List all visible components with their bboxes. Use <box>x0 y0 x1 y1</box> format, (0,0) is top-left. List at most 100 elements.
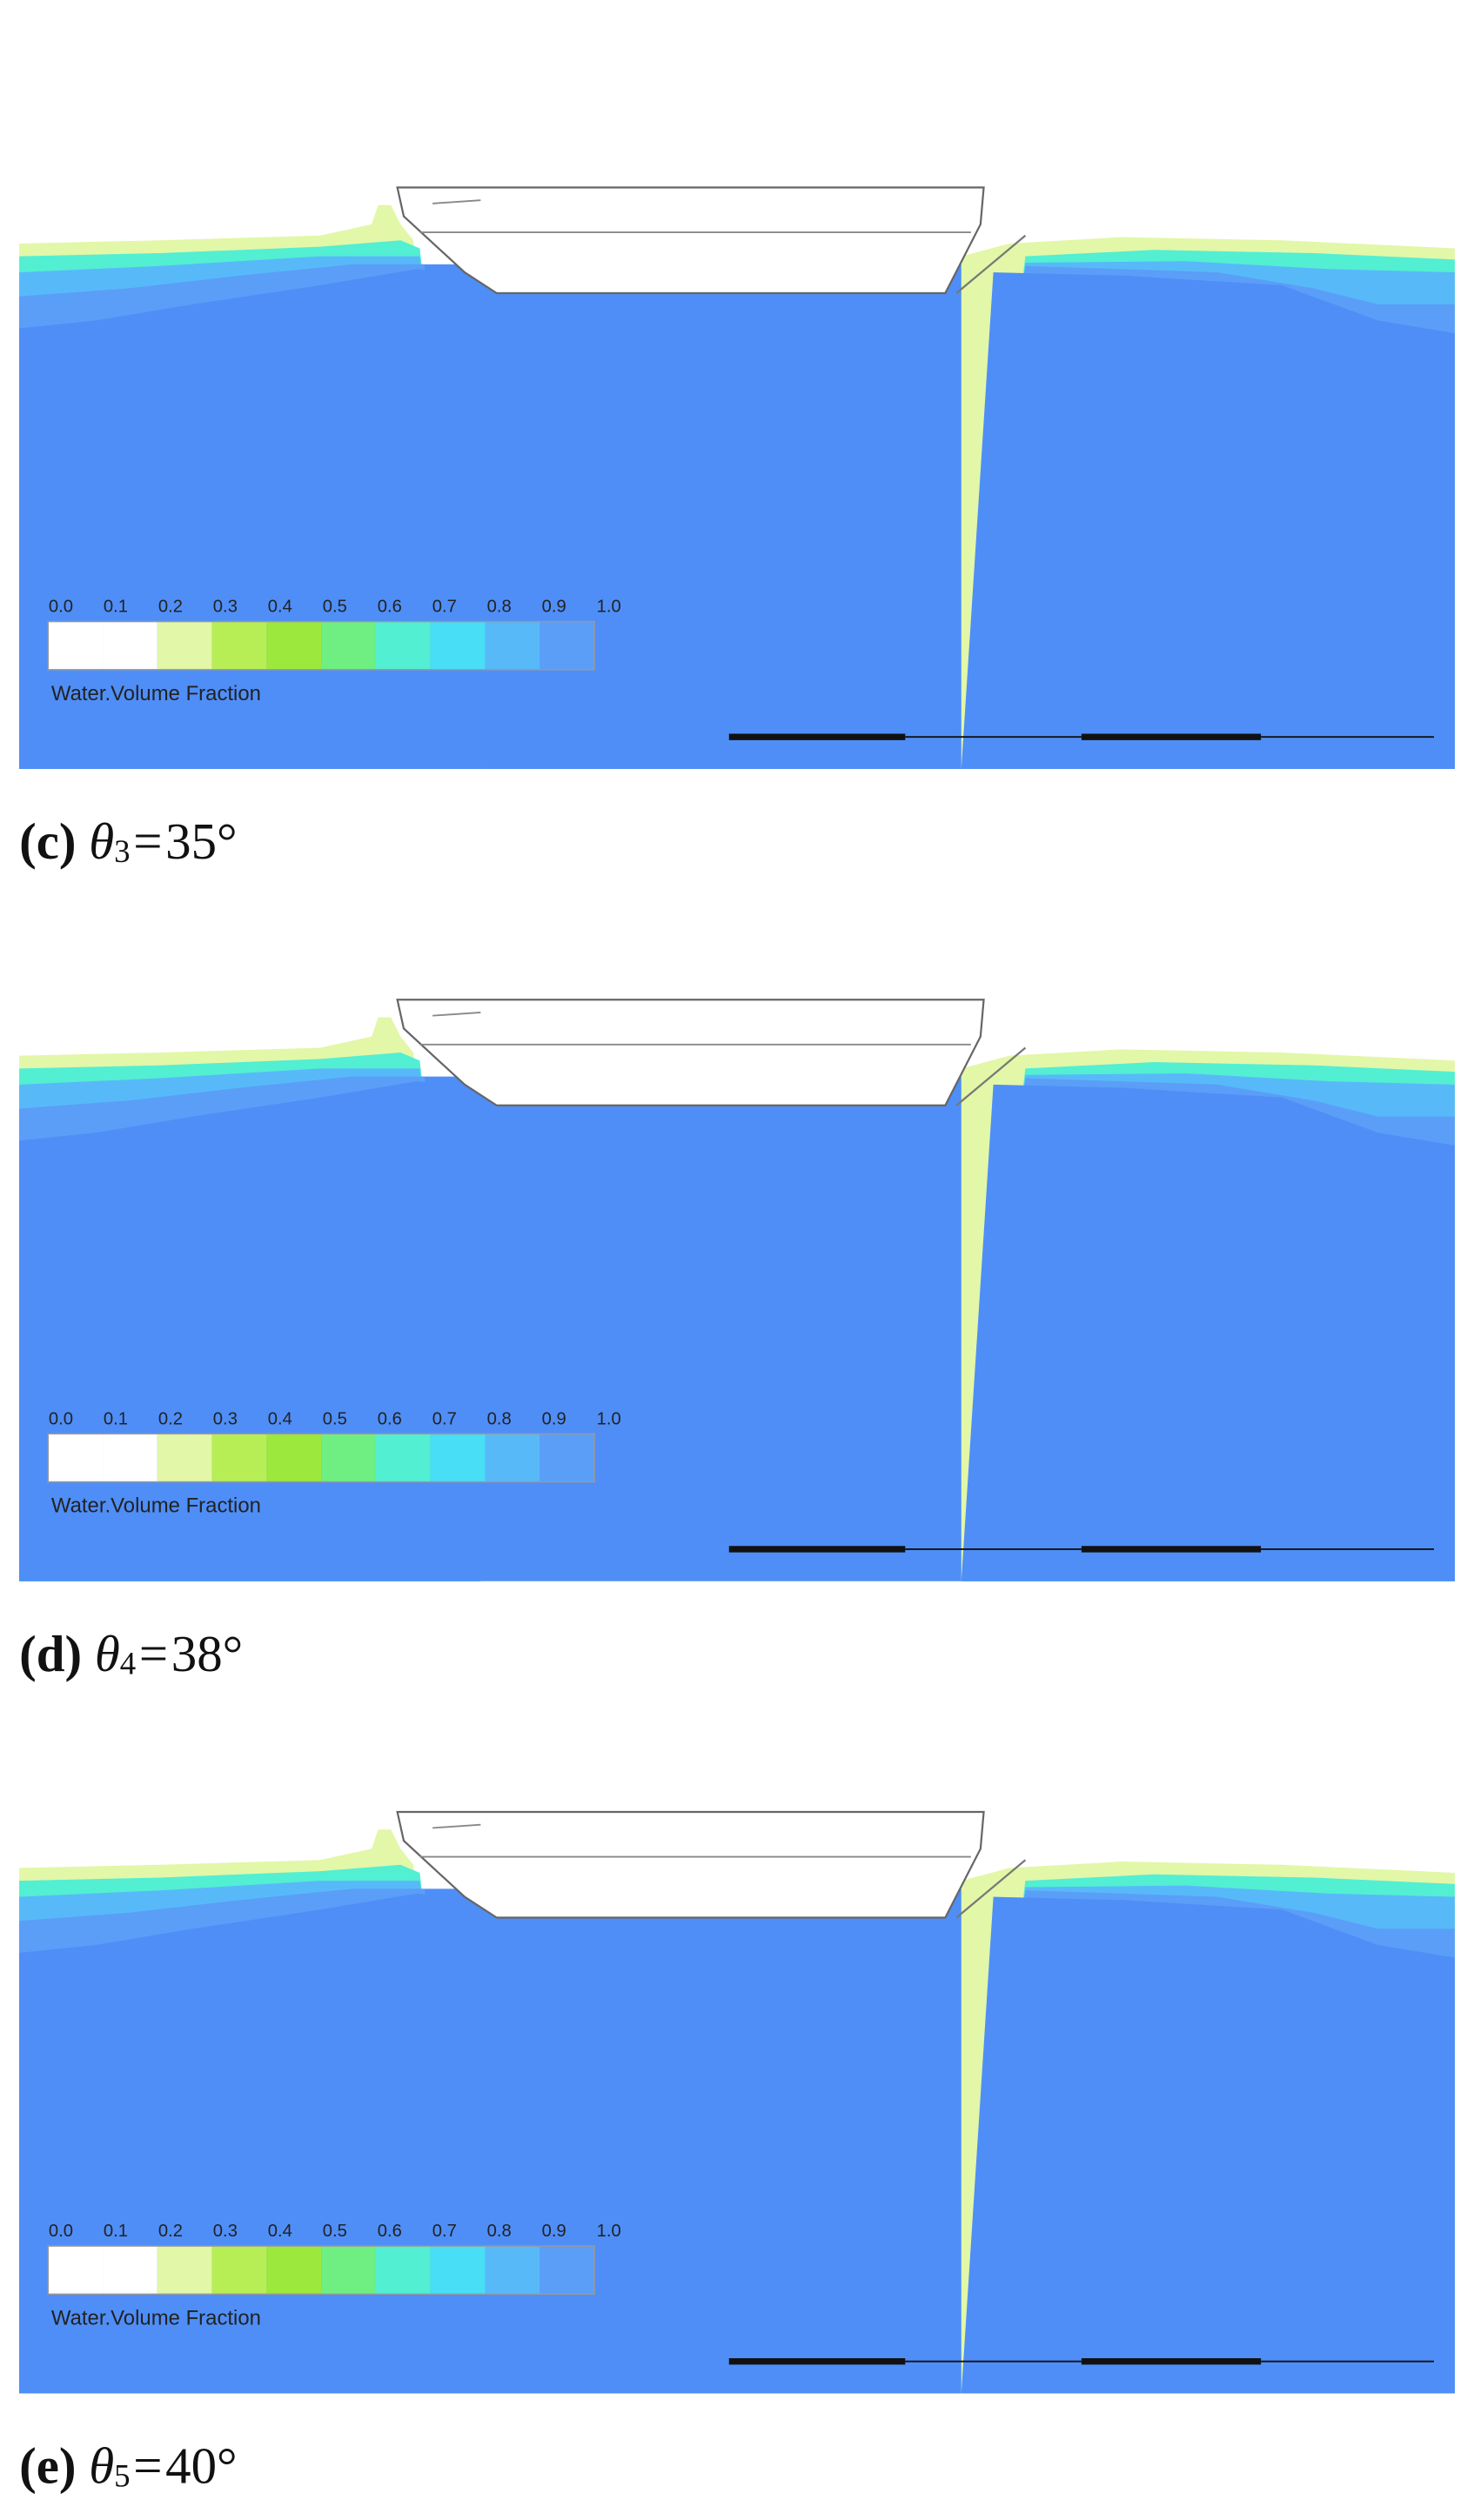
colorbar-cell <box>157 621 212 670</box>
caption-label: (e) <box>19 2437 76 2495</box>
hull <box>396 999 985 1106</box>
colorbar-cell <box>48 1434 104 1482</box>
hull <box>396 1810 985 1919</box>
caption: (e) θ5 = 40° <box>19 2437 238 2495</box>
colorbar-tick: 0.3 <box>213 2222 238 2241</box>
colorbar-tick: 0.9 <box>542 2222 566 2241</box>
colorbar-frame <box>47 620 595 671</box>
caption-symbol: θ <box>89 812 114 870</box>
colorbar-tick: 0.4 <box>268 598 292 617</box>
caption-relation: = <box>133 2437 162 2495</box>
caption-symbol: θ <box>95 1625 120 1682</box>
colorbar-frame <box>47 1433 595 1483</box>
panel: 0.0 0.1 0.2 0.3 0.4 0.5 0.6 0.7 0.8 0.9 1.0 Water.V… <box>19 999 1455 1682</box>
colorbar-cell <box>485 1434 540 1482</box>
colorbar-tick: 1.0 <box>597 598 621 617</box>
colorbar-cell <box>157 1434 212 1482</box>
colorbar-cell <box>539 621 595 670</box>
colorbar-cell <box>103 621 157 670</box>
colorbar-cell <box>266 2246 322 2295</box>
caption-relation: = <box>139 1625 168 1682</box>
colorbar-tick: 0.7 <box>432 598 457 617</box>
caption-label: (c) <box>19 812 76 870</box>
caption-value: 38° <box>171 1625 243 1682</box>
colorbar-cell <box>375 2246 431 2295</box>
colorbar-title: Water.Volume Fraction <box>51 2306 261 2329</box>
colorbar-cell <box>375 621 431 670</box>
colorbar-cell <box>48 2246 104 2295</box>
bow-flare <box>955 1859 1027 1919</box>
surface-layer <box>961 272 1455 770</box>
colorbar-tick: 0.2 <box>158 598 183 617</box>
colorbar-tick: 0.5 <box>323 2222 347 2241</box>
colorbar-cell <box>103 2246 157 2295</box>
colorbar-tick: 0.3 <box>213 598 238 617</box>
colorbar-tick: 0.2 <box>158 2222 183 2241</box>
colorbar-tick: 0.4 <box>268 2222 292 2241</box>
colorbar-tick: 0.0 <box>49 598 73 617</box>
colorbar-cell <box>485 2246 540 2295</box>
colorbar-cell <box>430 621 486 670</box>
colorbar-cell <box>430 1434 486 1482</box>
colorbar-title: Water.Volume Fraction <box>51 682 261 705</box>
colorbar-tick: 0.1 <box>104 1409 128 1428</box>
colorbar-tick: 0.9 <box>542 1409 566 1428</box>
colorbar-cell <box>430 2246 486 2295</box>
colorbar-tick: 0.8 <box>487 598 512 617</box>
colorbar-tick: 0.8 <box>487 2222 512 2241</box>
colorbar-cell <box>157 2246 212 2295</box>
colorbar-tick: 0.1 <box>104 598 128 617</box>
bow-flare <box>955 234 1027 294</box>
colorbar-cell <box>48 621 104 670</box>
colorbar-tick: 0.1 <box>104 2222 128 2241</box>
colorbar-cell <box>321 2246 376 2295</box>
caption: (c) θ3 = 35° <box>19 812 238 870</box>
panel: 0.0 0.1 0.2 0.3 0.4 0.5 0.6 0.7 0.8 0.9 1.0 Water.V… <box>19 1810 1455 2495</box>
colorbar-tick: 0.7 <box>432 1409 457 1428</box>
colorbar-tick: 0.3 <box>213 1409 238 1428</box>
colorbar-cell <box>321 1434 376 1482</box>
hull <box>396 186 985 295</box>
caption-index: 3 <box>114 833 130 869</box>
colorbar-cell <box>211 2246 267 2295</box>
caption-index: 5 <box>114 2457 130 2493</box>
colorbar-cell <box>103 1434 157 1482</box>
caption: (d) θ4 = 38° <box>19 1625 243 1682</box>
colorbar-frame <box>47 2245 595 2296</box>
colorbar-cell <box>266 1434 322 1482</box>
caption-value: 35° <box>165 812 237 870</box>
colorbar-cell <box>539 1434 595 1482</box>
colorbar-tick: 0.6 <box>378 2222 402 2241</box>
colorbar-tick: 0.8 <box>487 1409 512 1428</box>
panel: 0.0 0.1 0.2 0.3 0.4 0.5 0.6 0.7 0.8 0.9 1.0 Water.V… <box>19 186 1455 870</box>
colorbar-tick: 0.4 <box>268 1409 292 1428</box>
colorbar-tick: 0.9 <box>542 598 566 617</box>
colorbar-tick: 0.5 <box>323 1409 347 1428</box>
colorbar-cell <box>485 621 540 670</box>
colorbar-cell <box>375 1434 431 1482</box>
colorbar-tick: 0.6 <box>378 1409 402 1428</box>
colorbar-tick: 1.0 <box>597 1409 621 1428</box>
caption-relation: = <box>133 812 162 870</box>
colorbar-tick: 0.2 <box>158 1409 183 1428</box>
colorbar-cell <box>539 2246 595 2295</box>
colorbar-tick: 1.0 <box>597 2222 621 2241</box>
surface-layer <box>961 1896 1455 2394</box>
colorbar-cell <box>321 621 376 670</box>
bow-flare <box>955 1046 1027 1106</box>
caption-label: (d) <box>19 1625 82 1682</box>
hull-line <box>432 1823 481 1829</box>
caption-index: 4 <box>120 1646 136 1681</box>
colorbar-title: Water.Volume Fraction <box>51 1494 261 1518</box>
colorbar-cell <box>211 621 267 670</box>
colorbar-tick: 0.7 <box>432 2222 457 2241</box>
caption-symbol: θ <box>89 2437 114 2495</box>
colorbar-tick: 0.5 <box>323 598 347 617</box>
surface-layer <box>961 1084 1455 1581</box>
colorbar-tick: 0.6 <box>378 598 402 617</box>
colorbar-cell <box>211 1434 267 1482</box>
hull-line <box>432 1012 481 1017</box>
colorbar-tick: 0.0 <box>49 2222 73 2241</box>
